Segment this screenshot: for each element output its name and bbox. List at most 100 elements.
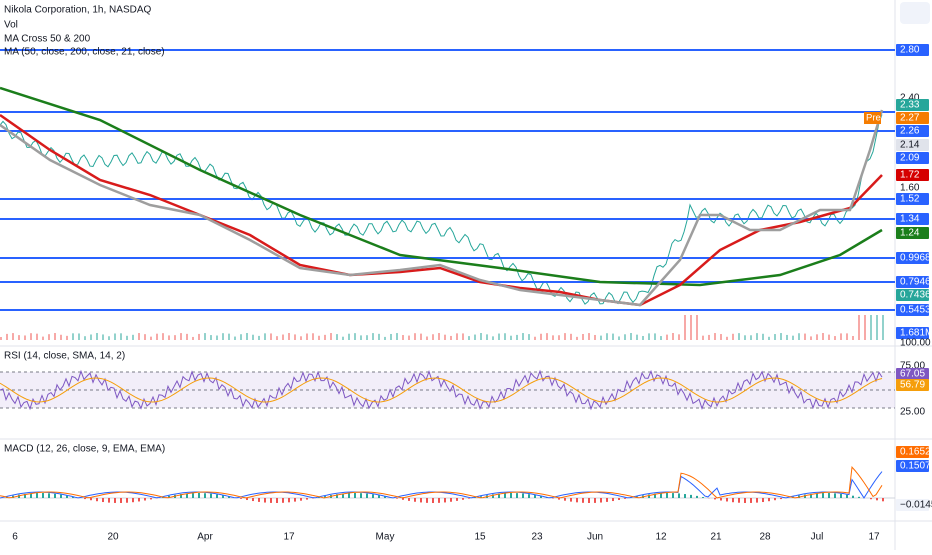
volume-bar [210, 335, 212, 340]
volume-bar [168, 335, 170, 340]
volume-bar [456, 333, 458, 340]
macd-hist [402, 498, 404, 500]
macd-hist [102, 498, 104, 502]
macd-hist [210, 494, 212, 498]
x-axis-label: Apr [197, 532, 213, 543]
macd-hist [456, 498, 458, 501]
macd-hist [882, 498, 884, 501]
price-tag: 1.34 [900, 214, 920, 225]
macd-hist [282, 498, 284, 503]
volume-bar [18, 335, 20, 340]
volume-bar [54, 333, 56, 340]
macd-hist [534, 495, 536, 498]
volume-bar [324, 335, 326, 340]
legend-ma: MA (50, close, 200, close, 21, close) [4, 47, 165, 58]
volume-bar [786, 335, 788, 340]
x-axis-label: May [376, 532, 395, 543]
volume-bar [42, 337, 44, 340]
macd-hist [690, 495, 692, 498]
macd-hist [258, 498, 260, 502]
macd-hist [594, 498, 596, 503]
toolbar-button[interactable] [900, 2, 930, 24]
volume-bar [816, 334, 818, 340]
macd-hist [276, 498, 278, 503]
macd-hist [570, 498, 572, 502]
volume-bar [174, 335, 176, 340]
price-tag: 100.00 [900, 338, 931, 349]
price-tag: 56.79 [900, 380, 925, 391]
volume-bar [228, 334, 230, 340]
volume-bar [306, 334, 308, 340]
macd-hist [780, 498, 782, 499]
volume-bar [480, 333, 482, 340]
macd-hist [564, 498, 566, 501]
volume-bar [648, 333, 650, 340]
volume-bar [300, 336, 302, 340]
volume-bar [336, 334, 338, 340]
volume-bar [6, 334, 8, 340]
volume-bar [756, 333, 758, 340]
volume-bar [678, 334, 680, 340]
macd-hist [222, 495, 224, 498]
volume-bar [726, 337, 728, 340]
volume-bar [738, 333, 740, 340]
volume-bar [378, 334, 380, 340]
volume-bar [264, 333, 266, 340]
macd-hist [360, 493, 362, 498]
macd-hist [438, 498, 440, 503]
volume-bar [450, 336, 452, 340]
pre-label: Pre [866, 113, 881, 124]
macd-hist [558, 498, 560, 500]
volume-bar [486, 334, 488, 340]
price-tag: −0.0145 [900, 500, 932, 511]
volume-bar [702, 336, 704, 340]
macd-hist [822, 493, 824, 498]
macd-hist [288, 498, 290, 502]
macd-hist [216, 494, 218, 498]
macd-hist [624, 498, 626, 499]
macd-hist [48, 493, 50, 498]
volume-bar [288, 333, 290, 340]
price-tag: 0.7946 [900, 277, 931, 288]
volume-bar [354, 333, 356, 340]
macd-hist [606, 498, 608, 502]
macd-hist [762, 498, 764, 502]
volume-bar [612, 334, 614, 340]
macd-hist [678, 493, 680, 498]
volume-bar [474, 335, 476, 340]
macd-hist [240, 498, 242, 499]
macd-hist [750, 498, 752, 503]
volume-bar [156, 334, 158, 340]
symbol-title: Nikola Corporation, 1h, NASDAQ [4, 5, 152, 16]
volume-bar [90, 334, 92, 340]
macd-hist [198, 493, 200, 498]
volume-bar [162, 333, 164, 340]
macd-hist [294, 498, 296, 502]
price-tag: 2.80 [900, 45, 920, 56]
macd-hist [60, 495, 62, 498]
volume-bar [696, 315, 698, 340]
volume-bar [882, 315, 884, 340]
x-axis-label: 12 [655, 532, 667, 543]
volume-bar [126, 336, 128, 340]
volume-bar [828, 335, 830, 340]
volume-bar [414, 333, 416, 340]
volume-bar [540, 334, 542, 340]
volume-bar [558, 335, 560, 340]
macd-hist [444, 498, 446, 502]
macd-hist [852, 496, 854, 498]
macd-hist [738, 498, 740, 503]
volume-bar [222, 333, 224, 340]
price-tag: 0.1507 [900, 461, 931, 472]
volume-bar [870, 315, 872, 340]
macd-hist [132, 498, 134, 502]
volume-bar [576, 337, 578, 340]
macd-hist [726, 498, 728, 501]
macd-hist [870, 498, 872, 499]
macd-hist [54, 494, 56, 498]
x-axis-label: 17 [283, 532, 295, 543]
macd-hist [828, 493, 830, 498]
legend-ma-cross: MA Cross 50 & 200 [4, 34, 91, 45]
volume-bar [444, 335, 446, 340]
